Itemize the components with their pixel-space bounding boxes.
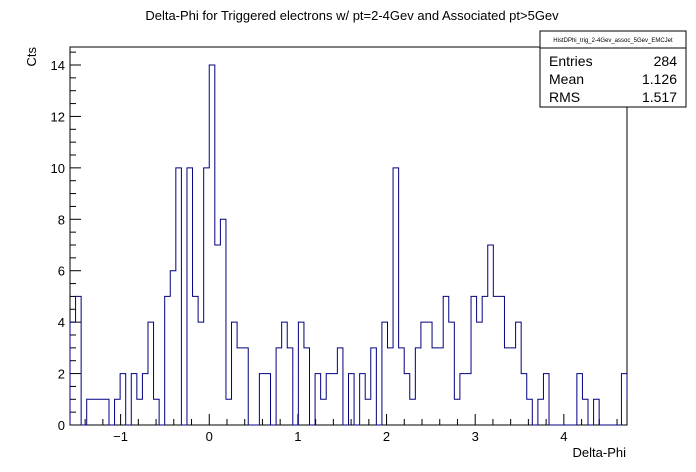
x-tick-label: −1 <box>113 429 128 444</box>
chart-title: Delta-Phi for Triggered electrons w/ pt=… <box>145 8 559 23</box>
x-tick-label: 0 <box>206 429 213 444</box>
x-tick-label: 4 <box>560 429 567 444</box>
x-tick-label: 3 <box>472 429 479 444</box>
stats-box-frame <box>539 30 687 108</box>
y-tick-label: 12 <box>51 109 65 124</box>
x-tick-label: 2 <box>383 429 390 444</box>
y-tick-label: 2 <box>58 367 65 382</box>
histogram-outline <box>69 64 628 426</box>
stats-label-entries: Entries <box>549 53 593 69</box>
stats-value-mean: 1.126 <box>642 71 677 87</box>
stats-box-name: HistDPhi_trig_2-4Gev_assoc_5Gev_EMCJet <box>553 38 673 44</box>
x-tick-label: 1 <box>294 429 301 444</box>
y-tick-label: 8 <box>58 212 65 227</box>
x-axis-label: Delta-Phi <box>573 445 627 460</box>
y-tick-label: 10 <box>51 161 65 176</box>
stats-box: HistDPhi_trig_2-4Gev_assoc_5Gev_EMCJet En… <box>539 30 687 108</box>
stats-label-rms: RMS <box>549 89 580 105</box>
y-tick-label: 14 <box>51 58 65 73</box>
y-tick-label: 4 <box>58 315 65 330</box>
y-axis-label: Cts <box>24 47 39 67</box>
stats-label-mean: Mean <box>549 71 584 87</box>
stats-value-rms: 1.517 <box>642 89 677 105</box>
y-tick-label: 0 <box>58 418 65 433</box>
y-tick-label: 6 <box>58 264 65 279</box>
stats-value-entries: 284 <box>654 53 678 69</box>
